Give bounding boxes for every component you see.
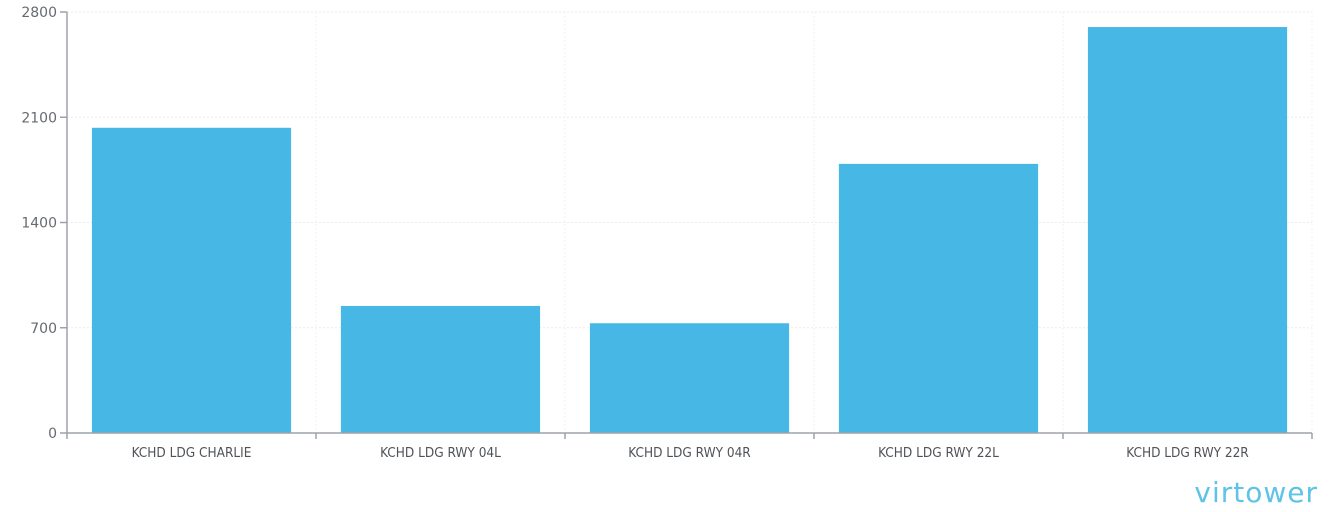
x-category-label: KCHD LDG RWY 04L: [380, 445, 501, 461]
y-tick-label: 700: [30, 321, 57, 337]
x-category-label: KCHD LDG RWY 22L: [878, 445, 999, 461]
bar: [340, 305, 541, 433]
bar: [838, 163, 1039, 433]
bar: [91, 127, 292, 434]
y-tick-label: 2800: [21, 5, 57, 21]
x-axis-category-labels: KCHD LDG CHARLIE KCHD LDG RWY 04L KCHD LDG…: [132, 445, 1250, 461]
bar: [589, 323, 790, 433]
x-category-label: KCHD LDG RWY 04R: [628, 445, 751, 461]
bars: [91, 27, 1288, 434]
watermark-logo: virtower: [1194, 476, 1318, 509]
y-tick-label: 2100: [21, 110, 57, 126]
y-tick-label: 1400: [21, 216, 57, 232]
x-category-label: KCHD LDG CHARLIE: [132, 445, 252, 461]
y-axis-tick-labels: 0 700 1400 2100 2800: [21, 5, 57, 442]
y-tick-label: 0: [48, 426, 57, 442]
x-category-label: KCHD LDG RWY 22R: [1126, 445, 1249, 461]
axes: [60, 11, 1313, 439]
bar: [1087, 27, 1288, 434]
